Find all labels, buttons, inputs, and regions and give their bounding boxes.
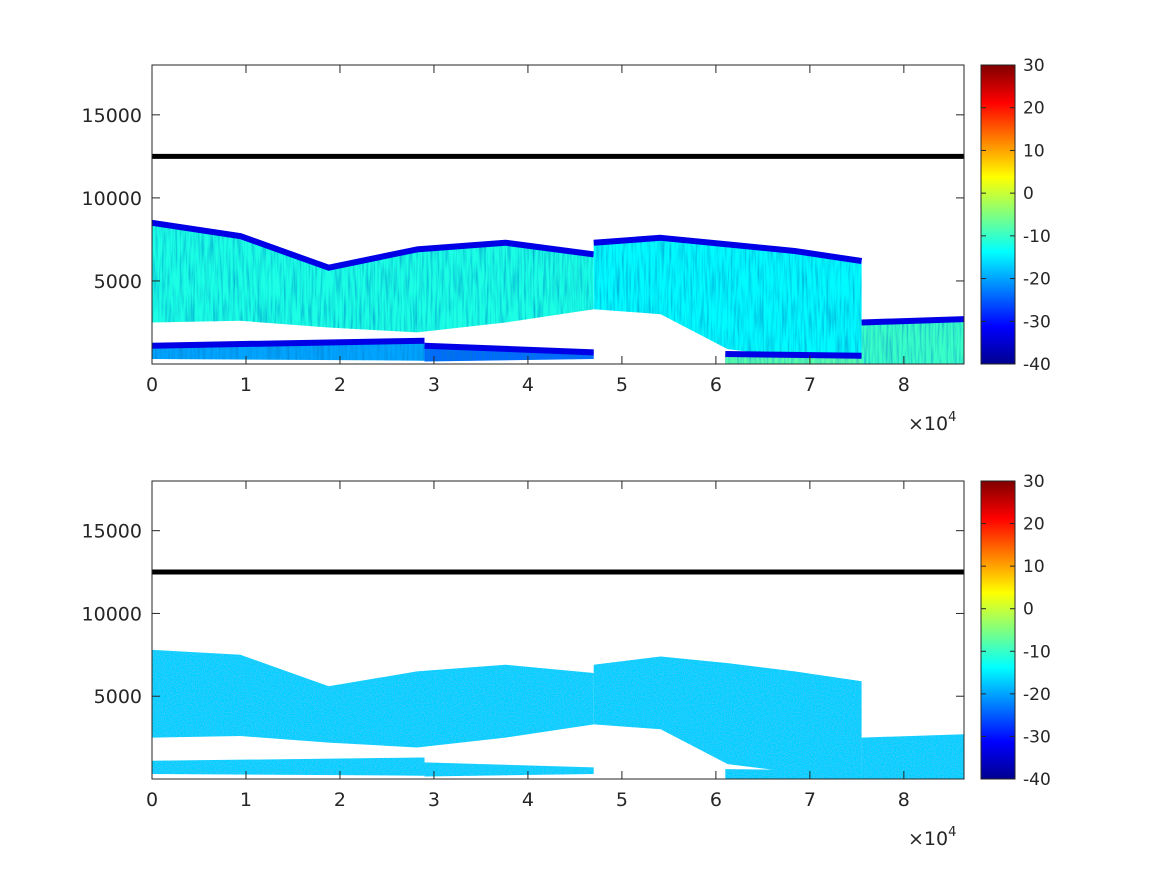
echo-region-0	[152, 222, 594, 333]
x-tick-label: 6	[710, 789, 722, 811]
x-tick-label: 2	[334, 789, 346, 811]
y-tick-label: 15000	[82, 105, 142, 127]
colorbar-tick-label: -40	[1023, 770, 1051, 790]
y-tick-label: 10000	[82, 188, 142, 210]
bottom-axes-frame	[151, 480, 965, 780]
echo-edge-1	[593, 234, 863, 264]
bottom-colorbar-ticks: -40 -30 -20 -10 0 10 20 30	[981, 472, 1051, 790]
echo-edge-3	[151, 337, 425, 349]
echo-region-3	[152, 757, 425, 776]
echo-edge-5	[725, 351, 862, 359]
y-tick-label: 5000	[94, 271, 142, 293]
bottom-colorbar	[980, 480, 1016, 780]
top-colorbar	[980, 64, 1016, 365]
bottom-x-multiplier: ×104	[908, 825, 956, 850]
x-tick-label: 5	[616, 374, 628, 396]
y-tick-label: 5000	[94, 686, 142, 708]
x-tick-label: 1	[240, 789, 252, 811]
x-tick-label: 8	[898, 789, 910, 811]
echo-region-5	[725, 769, 862, 779]
colorbar-tick-label: 0	[1023, 600, 1034, 620]
top-x-ticks: 0 1 2 3 4 5 6 7 8	[146, 65, 910, 396]
x-tick-label: 4	[522, 789, 534, 811]
echo-region-0	[152, 649, 594, 748]
x-tick-label: 8	[898, 374, 910, 396]
bottom-heatmap-data	[152, 649, 964, 779]
echo-region-1	[593, 237, 862, 364]
x-tick-label: 5	[616, 789, 628, 811]
colorbar-tick-label: 30	[1023, 56, 1045, 76]
echo-region-2	[861, 734, 964, 779]
colorbar-tick-label: 10	[1023, 557, 1045, 577]
x-tick-label: 3	[428, 789, 440, 811]
top-heatmap-data	[151, 219, 965, 364]
top-x-multiplier: ×104	[908, 410, 956, 435]
x-tick-label: 6	[710, 374, 722, 396]
y-tick-label: 15000	[82, 521, 142, 543]
echo-region-2	[861, 319, 964, 364]
echo-region-4	[424, 762, 594, 777]
x-tick-label: 7	[804, 789, 816, 811]
bottom-y-ticks: 5000 10000 15000	[82, 521, 964, 708]
y-tick-label: 10000	[82, 603, 142, 625]
colorbar-tick-label: -20	[1023, 270, 1051, 290]
top-colorbar-ticks: -40 -30 -20 -10 0 10 20 30	[981, 56, 1051, 375]
echo-region-1	[593, 656, 862, 779]
colorbar-tick-label: -40	[1023, 355, 1051, 375]
colorbar-tick-label: 20	[1023, 99, 1045, 119]
colorbar-tick-label: -30	[1023, 727, 1051, 747]
x-tick-label: 3	[428, 374, 440, 396]
colorbar-tick-label: 20	[1023, 515, 1045, 535]
colorbar-tick-label: 0	[1023, 184, 1034, 204]
x-tick-label: 0	[146, 374, 158, 396]
colorbar-tick-label: -10	[1023, 227, 1051, 247]
x-tick-label: 7	[804, 374, 816, 396]
echo-edge-4	[424, 342, 594, 356]
top-y-ticks: 5000 10000 15000	[82, 105, 964, 293]
x-tick-label: 0	[146, 789, 158, 811]
colorbar-tick-label: 30	[1023, 472, 1045, 492]
echo-edge-0	[151, 219, 595, 271]
colorbar-tick-label: -30	[1023, 312, 1051, 332]
bottom-x-ticks: 0 1 2 3 4 5 6 7 8	[146, 481, 910, 811]
colorbar-tick-label: -20	[1023, 685, 1051, 705]
x-tick-label: 1	[240, 374, 252, 396]
echo-edge-2	[861, 316, 965, 326]
top-axes-frame	[151, 64, 965, 365]
colorbar-tick-label: 10	[1023, 141, 1045, 161]
x-tick-label: 4	[522, 374, 534, 396]
colorbar-tick-label: -10	[1023, 642, 1051, 662]
x-tick-label: 2	[334, 374, 346, 396]
